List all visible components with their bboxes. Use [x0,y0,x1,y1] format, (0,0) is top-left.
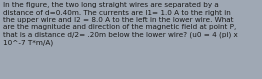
Text: In the figure, the two long straight wires are separated by a
distance of d=0.40: In the figure, the two long straight wir… [3,2,238,46]
